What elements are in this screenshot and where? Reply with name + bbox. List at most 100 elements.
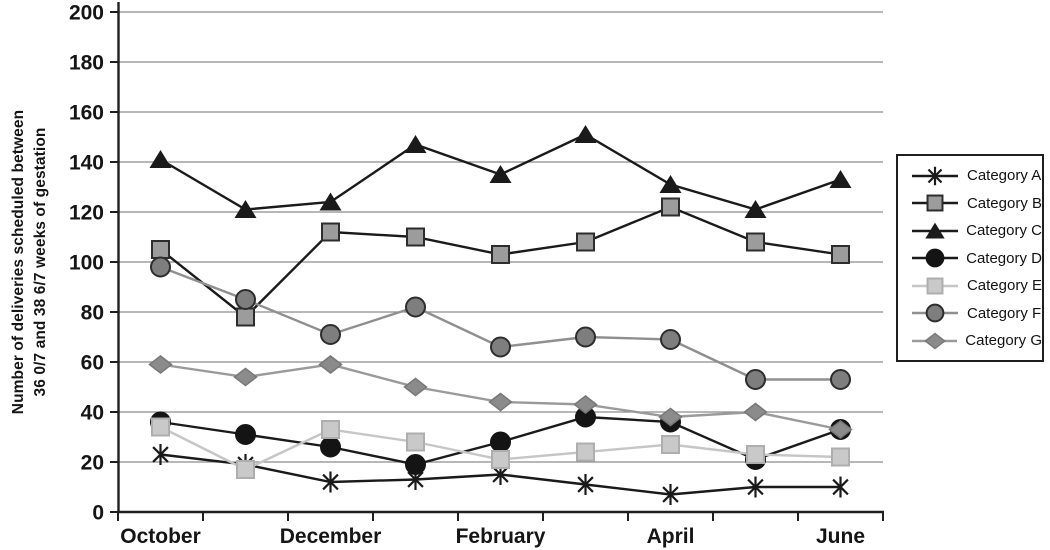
category-c-marker-icon [489,165,512,183]
category-f-marker-icon [745,369,766,390]
category-e-marker-icon [236,460,255,479]
y-tick-label: 200 [69,2,104,25]
category-a-marker-icon [747,476,764,498]
category-g-marker-icon [743,402,768,422]
legend-item-category-e: Category E [911,272,1042,300]
category-g-marker-icon [318,355,343,374]
y-tick-label: 60 [81,352,104,375]
category-c-marker-icon [319,192,342,211]
x-tick-label: October [120,525,201,548]
category-g-marker-icon [573,395,598,414]
category-e-marker-icon [406,432,425,452]
x-axis: October December February April June [117,512,884,548]
category-f-legend-marker-icon [912,303,958,323]
category-c-marker-icon [234,200,257,218]
category-d-legend-marker-icon [912,248,958,268]
category-a-marker-icon [832,476,849,498]
y-tick-label: 180 [69,52,104,75]
legend-item-label: Category G [965,332,1042,349]
category-b-marker-icon [661,197,680,217]
series-category-c [149,125,852,218]
category-b-legend-marker-icon [912,194,958,212]
category-d-marker-icon [320,436,341,458]
x-tick-label: April [647,525,695,548]
category-f-marker-icon [150,256,171,278]
y-tick-label: 120 [69,202,104,225]
series-category-b [151,197,850,327]
category-f-marker-icon [320,324,341,345]
category-a-legend-marker-icon [912,166,958,185]
category-c-legend-marker-icon [912,222,958,238]
series-category-e [151,417,850,479]
category-c-marker-icon [404,135,427,153]
category-g-marker-icon [488,392,513,412]
legend-item-category-a: Category A [911,162,1042,190]
category-e-marker-icon [661,435,680,454]
category-c-marker-icon [574,125,597,143]
legend-item-label: Category A [967,167,1042,184]
category-a-marker-icon [152,444,169,465]
x-tick-label: December [280,525,382,548]
legend-item-category-f: Category F [911,299,1042,327]
y-axis: 0 20 40 60 80 100 120 140 160 180 200 [69,2,119,525]
legend-item-label: Category B [966,194,1042,212]
legend-item-category-b: Category B [911,189,1042,217]
legend-item-label: Category E [966,277,1042,294]
category-b-marker-icon [236,307,255,327]
category-e-marker-icon [576,442,595,462]
category-b-marker-icon [576,232,595,252]
category-d-marker-icon [405,454,426,475]
y-tick-label: 100 [69,252,104,275]
category-e-marker-icon [491,450,510,469]
legend-item-label: Category D [966,249,1042,267]
category-d-marker-icon [235,424,256,445]
category-e-marker-icon [746,445,765,464]
y-tick-label: 0 [92,502,104,525]
legend-item-label: Category F [967,304,1042,322]
category-c-marker-icon [744,200,767,218]
category-f-marker-icon [575,326,596,348]
category-f-marker-icon [660,329,681,350]
legend-item-category-g: Category G [911,327,1042,355]
legend-item-category-d: Category D [911,244,1042,272]
category-e-marker-icon [151,417,170,437]
category-f-marker-icon [490,336,511,358]
y-tick-label: 40 [81,402,104,425]
category-f-marker-icon [405,296,426,318]
category-e-marker-icon [831,447,850,467]
category-b-marker-icon [746,232,765,252]
legend-item-category-c: Category C [911,217,1042,245]
category-c-marker-icon [829,170,852,188]
category-b-marker-icon [321,222,340,242]
category-c-marker-icon [659,175,682,193]
series-category-f [150,256,851,390]
category-b-marker-icon [406,227,425,247]
x-tick-label: February [456,525,546,548]
category-d-marker-icon [490,431,511,453]
y-tick-label: 140 [69,152,104,175]
y-tick-label: 80 [81,302,104,325]
category-c-marker-icon [149,150,172,168]
category-g-marker-icon [148,355,173,374]
series-category-g [148,355,853,439]
category-a-marker-icon [662,484,679,505]
category-b-marker-icon [151,240,170,259]
y-tick-label: 160 [69,102,104,125]
category-g-marker-icon [403,377,428,397]
category-b-marker-icon [831,245,850,264]
y-tick-label: 20 [81,452,104,475]
category-f-marker-icon [235,289,256,310]
category-e-legend-marker-icon [912,277,958,294]
legend: Category A Category B Category C Category D… [896,154,1044,362]
category-g-marker-icon [233,367,258,387]
category-f-marker-icon [830,369,851,390]
legend-item-label: Category C [966,222,1042,239]
category-g-marker-icon [828,420,853,439]
category-a-marker-icon [322,471,339,493]
category-a-marker-icon [577,474,594,495]
category-g-marker-icon [658,407,683,427]
category-e-marker-icon [321,420,340,439]
category-g-legend-marker-icon [912,332,958,349]
